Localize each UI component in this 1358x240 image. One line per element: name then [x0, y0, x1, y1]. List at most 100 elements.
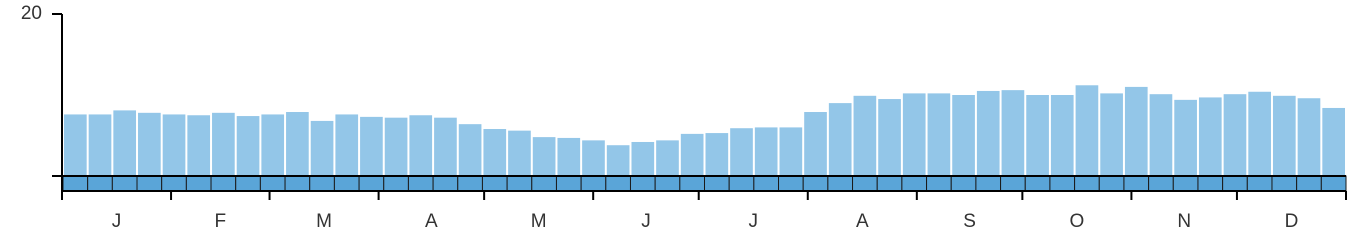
week-cell: [309, 175, 335, 192]
week-cell: [1320, 175, 1347, 192]
week-cell: [383, 175, 409, 192]
x-tick-label: A: [425, 211, 438, 232]
week-cell: [506, 175, 533, 192]
week-cell: [605, 175, 631, 192]
week-cell: [358, 175, 385, 192]
week-cell: [407, 175, 434, 192]
week-cell: [432, 175, 459, 192]
bar: [409, 115, 433, 176]
week-cell: [185, 175, 212, 192]
week-cell: [1074, 175, 1100, 192]
week-cell: [161, 175, 187, 192]
bar: [705, 133, 729, 176]
x-tick-label: N: [1177, 211, 1191, 232]
bar: [754, 127, 778, 176]
bar: [162, 114, 186, 176]
bar: [434, 117, 457, 176]
bar: [1297, 98, 1321, 176]
bar: [1075, 85, 1099, 176]
week-cell: [1000, 175, 1026, 192]
bar: [730, 128, 753, 176]
week-cell: [753, 175, 780, 192]
week-cell: [876, 175, 903, 192]
week-cell: [62, 175, 89, 192]
bar: [1174, 99, 1197, 176]
bar: [878, 99, 901, 176]
week-cell: [827, 175, 854, 192]
bar: [804, 112, 827, 176]
bar: [286, 112, 309, 176]
bar: [335, 114, 359, 176]
bar: [138, 112, 161, 176]
week-cell: [654, 175, 681, 192]
week-cell: [481, 175, 508, 192]
bar: [508, 130, 531, 176]
week-cell: [1024, 175, 1051, 192]
bar: [853, 95, 877, 176]
week-cell: [1296, 175, 1322, 192]
bar: [236, 116, 260, 176]
bar: [1322, 107, 1345, 176]
bar: [606, 145, 630, 176]
x-tick-label: F: [214, 211, 226, 232]
x-tick-label: J: [112, 211, 122, 232]
week-cell: [704, 175, 730, 192]
week-cell: [531, 175, 557, 192]
bar: [212, 112, 235, 176]
bar: [310, 120, 334, 176]
week-cell: [950, 175, 977, 192]
week-cell: [333, 175, 360, 192]
bar: [64, 114, 87, 176]
x-tick-label: J: [641, 211, 651, 232]
week-cell: [926, 175, 952, 192]
week-cell: [136, 175, 163, 192]
bar: [384, 117, 408, 176]
bar: [927, 93, 951, 176]
week-cell: [1197, 175, 1224, 192]
bar: [1223, 94, 1247, 176]
bar: [976, 90, 1000, 176]
bar: [1248, 91, 1271, 176]
bar: [1272, 95, 1296, 176]
bar: [88, 114, 112, 176]
week-cell: [679, 175, 705, 192]
week-cell: [555, 175, 582, 192]
week-cell: [778, 175, 804, 192]
bar: [1149, 94, 1173, 176]
bar: [680, 133, 704, 176]
bar: [828, 103, 852, 176]
week-cell: [1098, 175, 1125, 192]
x-tick-label: M: [316, 211, 332, 232]
bar: [582, 140, 605, 176]
week-cell: [1222, 175, 1248, 192]
bar: [261, 114, 285, 176]
week-cell: [1148, 175, 1174, 192]
week-cell: [728, 175, 755, 192]
bar: [483, 129, 507, 176]
bar: [631, 141, 655, 176]
week-cell: [457, 175, 483, 192]
week-cell: [1123, 175, 1150, 192]
week-cell: [580, 175, 607, 192]
bar: [1100, 93, 1123, 176]
bar: [1026, 95, 1049, 176]
bar: [779, 127, 803, 176]
week-cell: [87, 175, 113, 192]
week-cell: [852, 175, 878, 192]
bar: [458, 124, 482, 176]
week-cell: [975, 175, 1002, 192]
week-cell: [1246, 175, 1273, 192]
x-tick-label: D: [1285, 211, 1299, 232]
bar: [902, 93, 926, 176]
week-cell: [284, 175, 311, 192]
x-tick-label: O: [1069, 211, 1084, 232]
bar: [187, 115, 211, 176]
week-cell: [259, 175, 286, 192]
week-cell: [1049, 175, 1076, 192]
week-cell: [802, 175, 829, 192]
y-tick-label: 20: [21, 3, 42, 24]
bar: [1050, 95, 1074, 176]
week-cell: [111, 175, 138, 192]
bar: [113, 110, 137, 176]
